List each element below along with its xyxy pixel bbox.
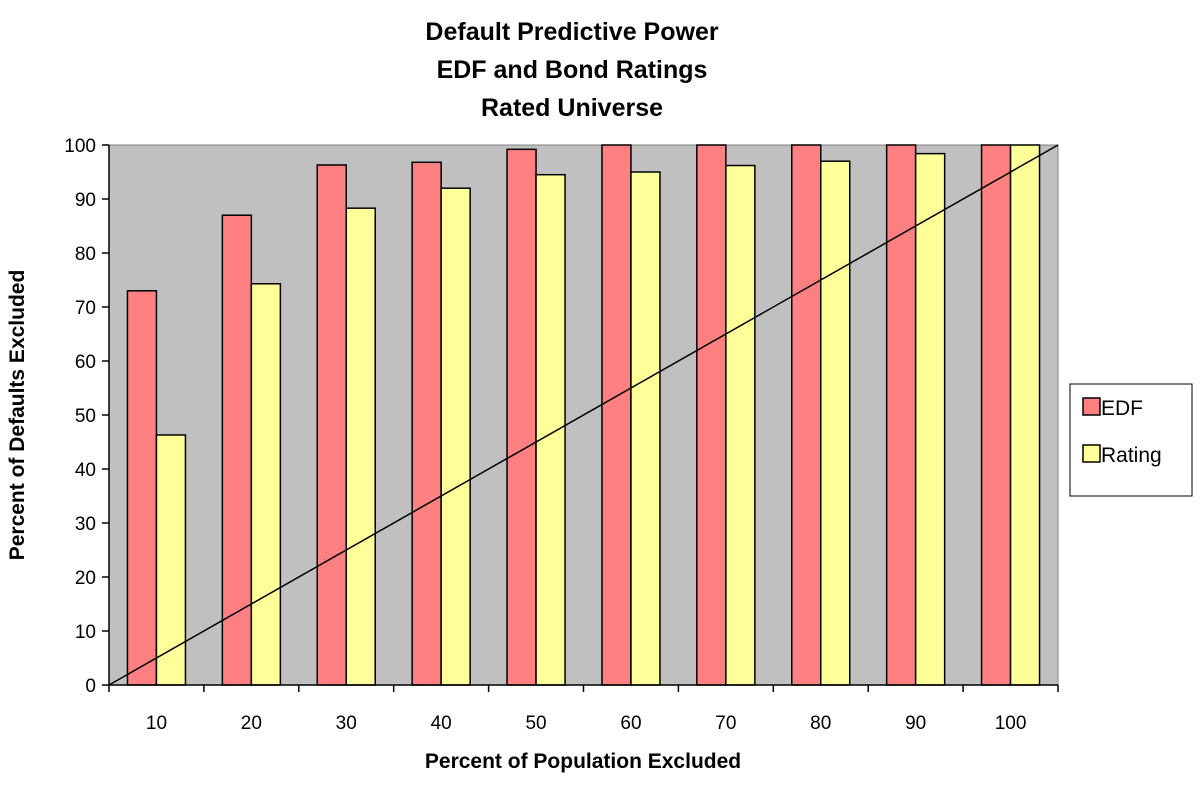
legend-swatch-rating [1082,444,1101,463]
bar-rating-90 [914,152,946,686]
y-tick-label-30: 30 [75,514,96,535]
x-tick-label-30: 30 [336,713,357,734]
y-tick-label-40: 40 [75,460,96,481]
x-tick-label-100: 100 [995,713,1027,734]
bar-rating-70 [725,164,756,686]
bar-rating-10 [155,434,187,686]
x-tick-label-90: 90 [905,713,926,734]
bar-edf-80 [791,144,822,686]
x-tick-label-70: 70 [715,713,736,734]
bar-edf-30 [316,164,347,686]
bar-rating-60 [630,171,661,686]
chart-title-line-1: Default Predictive Power [425,18,718,46]
x-tick-label-40: 40 [431,713,452,734]
reference-diagonal-line [108,144,1059,686]
y-tick-label-100: 100 [64,136,96,157]
bar-edf-20 [221,214,253,686]
x-tick-label-10: 10 [146,713,167,734]
reference-line-group [108,144,1059,686]
bar-edf-60 [601,144,632,686]
bar-rating-20 [250,283,282,686]
bar-edf-100 [980,144,1012,686]
bar-rating-50 [535,173,566,686]
bar-edf-40 [411,161,442,686]
y-tick-label-90: 90 [75,190,96,211]
y-axis-title: Percent of Defaults Excluded [6,270,29,561]
y-tick-label-80: 80 [75,244,96,265]
y-tick-label-10: 10 [75,622,96,643]
y-tick-label-70: 70 [75,298,96,319]
y-tick-label-0: 0 [85,676,96,697]
bar-rating-80 [820,160,851,686]
bar-edf-50 [506,148,537,686]
x-tick-label-50: 50 [525,713,546,734]
legend-label-edf: EDF [1101,397,1143,420]
bar-edf-70 [696,144,727,686]
axes-group: 0 10 20 30 40 50 60 70 80 90 100 10 20 30 40 50 60 70 80 90… [64,136,1059,734]
bars-group [126,144,1041,686]
chart-title-line-2: EDF and Bond Ratings [437,56,708,84]
bar-rating-100 [1009,144,1041,686]
chart-title-line-3: Rated Universe [481,94,663,122]
bar-edf-10 [126,290,158,686]
x-axis-title: Percent of Population Excluded [425,750,741,773]
y-tick-label-60: 60 [75,352,96,373]
bar-edf-90 [885,144,917,686]
legend-swatch-edf [1082,397,1101,416]
legend: EDF Rating [1069,383,1193,497]
x-tick-label-80: 80 [810,713,831,734]
legend-label-rating: Rating [1101,444,1162,467]
x-tick-label-20: 20 [241,713,262,734]
bar-rating-30 [345,207,376,686]
x-tick-label-60: 60 [620,713,641,734]
y-tick-label-50: 50 [75,406,96,427]
y-tick-label-20: 20 [75,568,96,589]
bar-rating-40 [440,187,471,686]
